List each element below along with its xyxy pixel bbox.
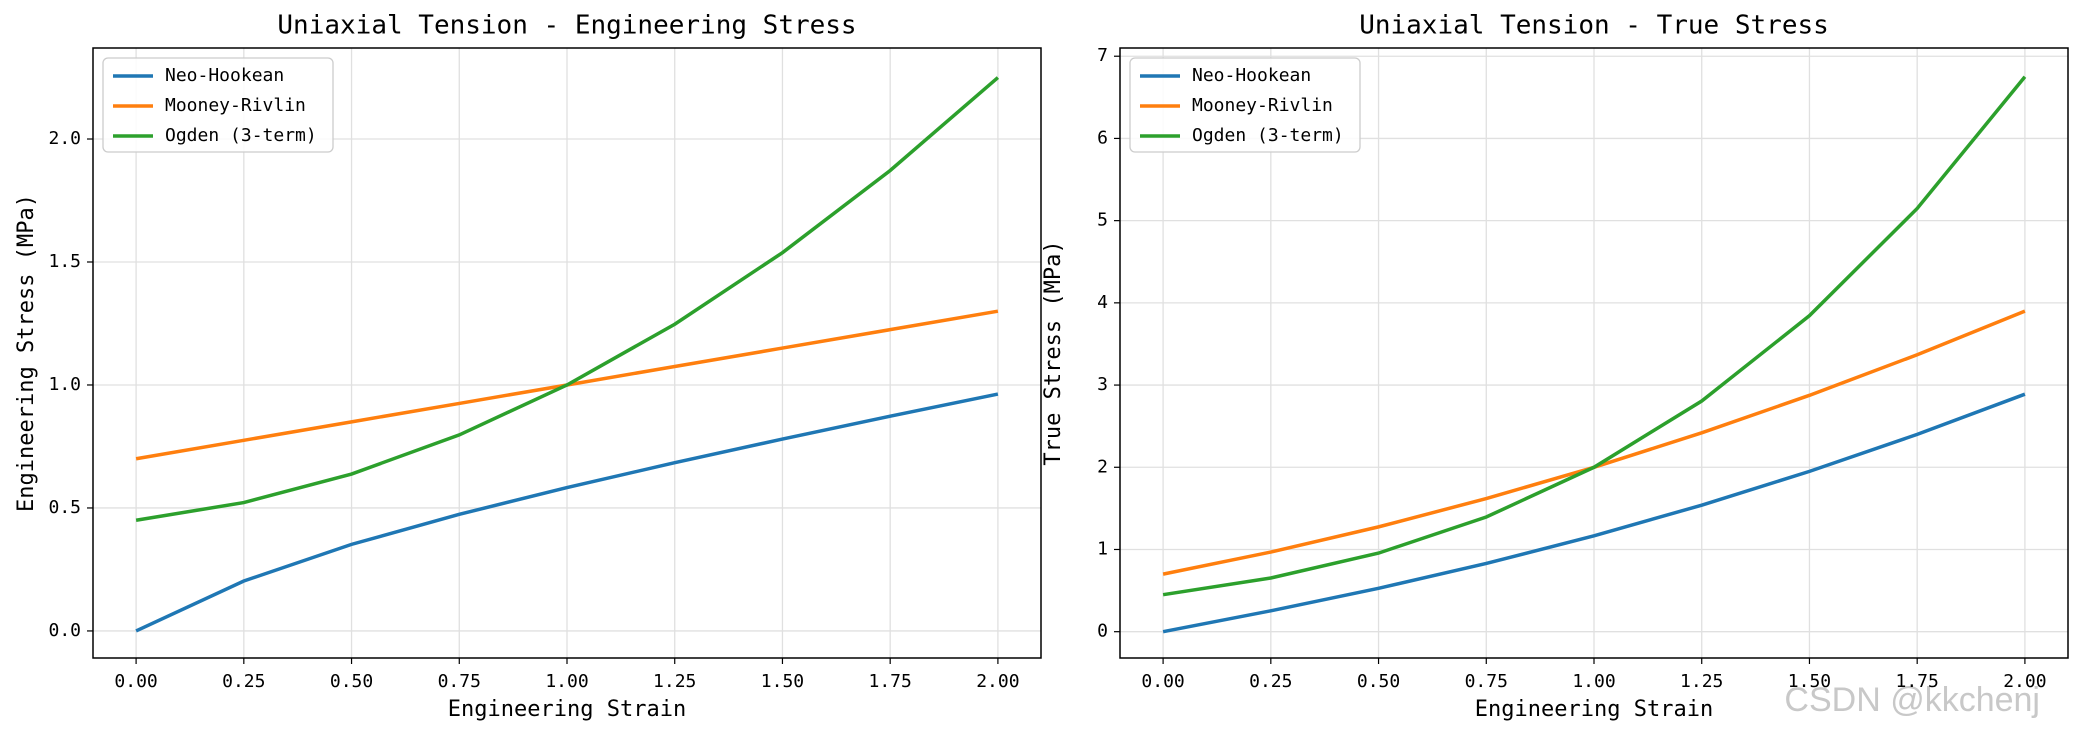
x-tick-label: 0.50: [1357, 671, 1400, 692]
x-tick-label: 1.75: [1896, 671, 1939, 692]
y-tick-label: 7: [1097, 45, 1108, 66]
x-tick-label: 1.50: [1788, 671, 1831, 692]
x-tick-label: 0.25: [222, 671, 265, 692]
plot-frame: [92, 47, 1042, 659]
legend-label: Ogden (3-term): [1192, 125, 1344, 146]
legend-label: Mooney-Rivlin: [1192, 95, 1333, 116]
legend-box: [102, 57, 334, 153]
x-tick-label: 0.75: [438, 671, 481, 692]
x-tick-label: 1.50: [761, 671, 804, 692]
x-tick-label: 0.00: [114, 671, 157, 692]
line-series: [135, 392, 999, 633]
legend-label: Neo-Hookean: [165, 65, 284, 86]
x-tick-label: 1.75: [869, 671, 912, 692]
chart-title: Uniaxial Tension - True Stress: [1359, 11, 1829, 41]
x-tick-label: 0.25: [1249, 671, 1292, 692]
y-tick-label: 1: [1097, 538, 1108, 559]
y-tick-label: 0: [1097, 621, 1108, 642]
x-tick-label: 1.00: [1572, 671, 1615, 692]
y-axis-label: Engineering Stress (MPa): [14, 194, 39, 512]
x-tick-label: 1.25: [1680, 671, 1723, 692]
line-series: [135, 76, 1000, 522]
legend-label: Ogden (3-term): [165, 125, 317, 146]
x-tick-label: 2.00: [2003, 671, 2046, 692]
y-tick-label: 0.0: [48, 620, 81, 641]
x-tick-label: 1.25: [653, 671, 696, 692]
x-tick-label: 0.75: [1465, 671, 1508, 692]
y-axis-label: True Stress (MPa): [1041, 240, 1066, 465]
watermark: CSDN @kkchenj: [1784, 681, 2040, 719]
x-tick-label: 2.00: [976, 671, 1019, 692]
x-tick-label: 0.00: [1141, 671, 1184, 692]
x-axis-label: Engineering Strain: [1475, 697, 1713, 722]
y-tick-label: 1.0: [48, 374, 81, 395]
legend-label: Neo-Hookean: [1192, 65, 1311, 86]
legend-label: Mooney-Rivlin: [165, 95, 306, 116]
line-series: [1162, 75, 2027, 597]
line-series: [1162, 392, 2026, 634]
chart-title: Uniaxial Tension - Engineering Stress: [277, 11, 856, 41]
y-tick-label: 1.5: [48, 251, 81, 272]
x-axis-label: Engineering Strain: [448, 697, 686, 722]
plot-frame: [1119, 47, 2069, 659]
y-tick-label: 5: [1097, 210, 1108, 231]
y-tick-label: 2.0: [48, 128, 81, 149]
legend-box: [1129, 57, 1361, 153]
y-tick-label: 0.5: [48, 497, 81, 518]
y-tick-label: 6: [1097, 127, 1108, 148]
y-tick-label: 2: [1097, 456, 1108, 477]
x-tick-label: 1.00: [545, 671, 588, 692]
x-tick-label: 0.50: [330, 671, 373, 692]
y-tick-label: 4: [1097, 292, 1108, 313]
y-tick-label: 3: [1097, 374, 1108, 395]
